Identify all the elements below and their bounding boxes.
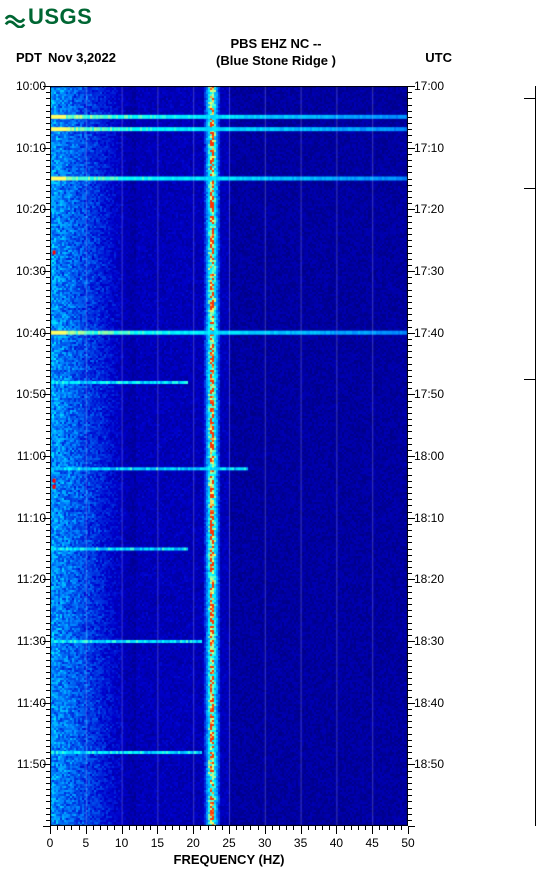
x-tick-label: 5 — [82, 836, 89, 850]
y-tick-label: 10:10 — [16, 141, 46, 155]
y-tick-label: 18:20 — [414, 572, 444, 586]
y-axis-left: 10:0010:1010:2010:3010:4010:5011:0011:10… — [0, 86, 50, 826]
timezone-left: PDT — [16, 50, 42, 65]
x-tick-label: 30 — [258, 836, 271, 850]
y-tick-label: 17:30 — [414, 264, 444, 278]
x-tick-label: 15 — [151, 836, 164, 850]
y-tick-label: 11:50 — [17, 757, 46, 771]
spectrogram-plot — [50, 86, 408, 826]
y-tick-label: 11:40 — [17, 696, 46, 710]
y-tick-label: 11:20 — [17, 572, 46, 586]
y-tick-label: 18:30 — [414, 634, 444, 648]
y-axis-right: 17:0017:1017:2017:3017:4017:5018:0018:10… — [408, 86, 458, 826]
x-tick-label: 50 — [401, 836, 414, 850]
y-tick-label: 18:00 — [414, 449, 444, 463]
y-tick-label: 10:40 — [16, 326, 46, 340]
y-tick-label: 17:00 — [414, 79, 444, 93]
x-tick-label: 20 — [187, 836, 200, 850]
y-tick-label: 18:40 — [414, 696, 444, 710]
y-tick-label: 11:00 — [17, 449, 46, 463]
usgs-logo: USGS — [4, 4, 92, 30]
y-tick-label: 11:10 — [17, 511, 46, 525]
logo-text: USGS — [28, 4, 92, 30]
y-tick-label: 10:50 — [16, 387, 46, 401]
marker-axis — [508, 86, 536, 826]
y-tick-label: 17:50 — [414, 387, 444, 401]
y-tick-label: 17:40 — [414, 326, 444, 340]
date-label: Nov 3,2022 — [48, 50, 116, 65]
spectrogram-canvas — [50, 86, 408, 826]
x-axis-title: FREQUENCY (HZ) — [50, 852, 408, 867]
x-tick-label: 40 — [330, 836, 343, 850]
timezone-right: UTC — [425, 50, 452, 65]
x-tick-label: 25 — [222, 836, 235, 850]
wave-icon — [4, 6, 26, 28]
y-tick-label: 17:10 — [414, 141, 444, 155]
y-tick-label: 18:10 — [414, 511, 444, 525]
x-tick-label: 45 — [366, 836, 379, 850]
y-tick-label: 10:30 — [16, 264, 46, 278]
x-axis: FREQUENCY (HZ) 05101520253035404550 — [50, 826, 408, 876]
x-tick-label: 0 — [47, 836, 54, 850]
x-tick-label: 10 — [115, 836, 128, 850]
y-tick-label: 11:30 — [17, 634, 46, 648]
y-tick-label: 17:20 — [414, 202, 444, 216]
y-tick-label: 10:20 — [16, 202, 46, 216]
y-tick-label: 18:50 — [414, 757, 444, 771]
x-tick-label: 35 — [294, 836, 307, 850]
y-tick-label: 10:00 — [16, 79, 46, 93]
